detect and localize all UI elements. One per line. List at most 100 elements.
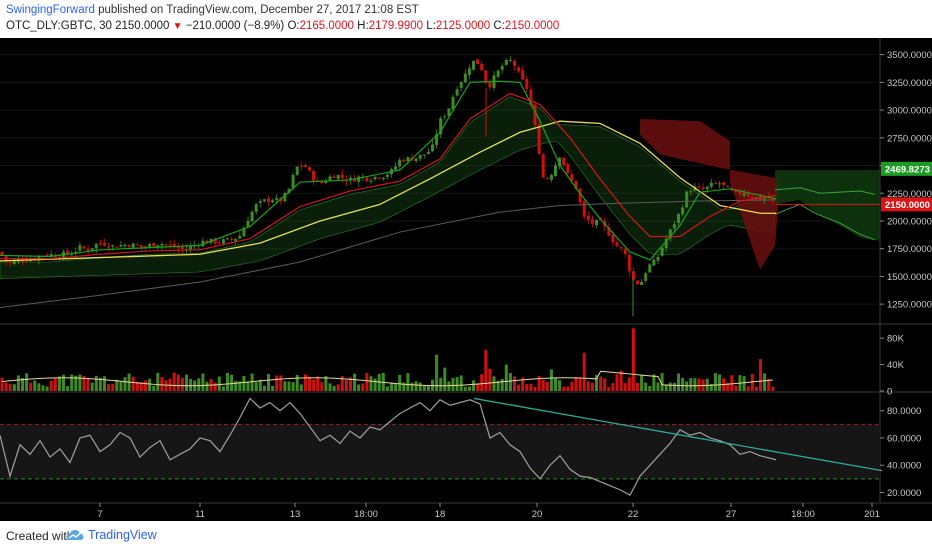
candle-body [615,242,619,247]
last-price: 2150.0000 [115,20,170,32]
candle-body [353,178,357,182]
volume-bar [570,381,574,391]
candle-body [258,200,262,203]
chart-header: SwingingForward published on TradingView… [0,0,932,38]
candle-body [435,134,439,145]
candle-body [439,118,443,135]
candle-body [640,282,644,285]
ma-gray-line [0,199,777,308]
candle-body [291,174,295,189]
candle-body [168,244,172,246]
volume-bar [328,383,332,391]
candle-body [66,250,70,255]
volume-bar [37,383,41,391]
candle-body [164,244,168,246]
candle-body [631,271,635,280]
volume-bar [107,384,111,391]
price-change: −210.0000 (−8.9%) [185,20,285,32]
volume-bar [754,386,758,391]
candle-body [517,67,521,72]
volume-bar [217,376,221,391]
candle-body [398,159,402,167]
candle-body [144,246,147,248]
candle-body [701,187,705,190]
candle-body [685,191,689,208]
volume-bar [734,385,738,391]
candle-body [472,60,475,70]
volume-bar [443,367,447,391]
volume-bar [418,382,422,391]
candle-body [496,70,500,77]
high-value: 2179.9900 [368,20,424,32]
candle-body [525,78,529,89]
candle-body [500,65,504,70]
x-tick-label: 20 [532,509,543,520]
volume-bar [689,378,693,391]
grid-lines [0,38,932,504]
candle-body [590,219,594,224]
candle-body [726,185,730,188]
candle-body [201,240,205,247]
candle-body [357,176,361,182]
cloud-span-b [774,203,876,241]
volume-bar [467,386,471,391]
volume-bar [139,382,143,391]
rsi-trendline [473,397,883,472]
volume-bar [349,377,352,391]
volume-bar [78,374,82,391]
candle-body [627,254,631,272]
rsi-tick-label: 80.0000 [887,406,921,417]
candle-body [287,188,291,193]
volume-bar [176,374,180,391]
volume-bar [763,373,767,391]
author-link[interactable]: SwingingForward [6,4,95,16]
candle-body [221,239,225,244]
volume-bar [283,381,287,391]
volume-bar [369,376,373,391]
volume-bar [172,372,176,391]
volume-bar [373,378,377,391]
chart-area[interactable]: 3500.00003250.00003000.00002750.00002500… [0,38,932,521]
volume-bar [439,377,443,391]
x-tick-label: 22 [628,509,639,520]
candle-body [94,243,98,249]
volume-bar [730,375,734,391]
tradingview-brand[interactable]: TradingView [88,528,157,542]
candle-body [213,238,217,244]
candle-body [750,196,754,199]
volume-bar [119,381,123,391]
candle-body [324,180,328,184]
volume-bar [221,386,225,391]
volume-bar [394,383,398,391]
volume-bar [336,384,340,391]
candle-body [139,245,143,247]
candle-body [308,167,311,171]
volume-bar [525,384,529,391]
volume-bar [62,374,65,391]
candle-body [86,248,90,252]
volume-bar [238,381,242,391]
volume-bar [463,386,467,391]
volume-tick-label: 80K [887,334,905,345]
volume-bar [586,381,590,391]
candle-body [529,89,533,106]
chart-svg[interactable]: 3500.00003250.00003000.00002750.00002500… [0,38,932,521]
rsi-tick-label: 20.0000 [887,488,921,499]
x-tick-label: 201 [864,509,880,520]
candle-body [545,178,549,180]
volume-bar [672,382,676,391]
low-value: 2125.0000 [435,20,491,32]
volume-bar [90,382,94,391]
volume-bar [599,376,603,391]
volume-bar [148,378,152,391]
candle-body [586,215,590,221]
volume-bar [8,383,12,391]
candle-body [127,245,131,247]
volume-bar [697,378,701,391]
candle-body [689,191,693,193]
volume-bar [160,377,164,391]
rsi-tick-label: 60.0000 [887,433,921,444]
candle-body [283,193,287,202]
candle-body [238,235,242,239]
candle-body [332,176,336,178]
